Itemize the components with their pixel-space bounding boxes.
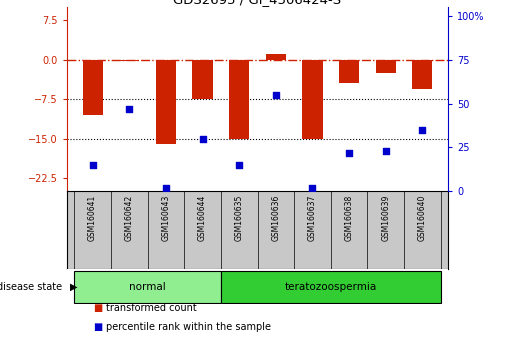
- Point: [125, 106, 133, 112]
- Bar: [156, 60, 176, 144]
- Bar: [339, 60, 359, 83]
- Text: GSM160635: GSM160635: [235, 195, 244, 241]
- Bar: [82, 60, 102, 115]
- Text: GSM160641: GSM160641: [88, 195, 97, 241]
- Bar: [413, 60, 433, 88]
- Text: GSM160638: GSM160638: [345, 195, 354, 241]
- Text: ■: ■: [93, 322, 102, 332]
- Point: [89, 162, 97, 168]
- Text: ■: ■: [93, 303, 102, 313]
- Bar: [266, 55, 286, 60]
- Bar: [302, 60, 322, 138]
- Bar: [193, 60, 213, 99]
- Text: GSM160636: GSM160636: [271, 195, 280, 241]
- Text: transformed count: transformed count: [106, 303, 196, 313]
- Point: [308, 185, 317, 190]
- Bar: [375, 60, 396, 73]
- Title: GDS2695 / GI_4506424-S: GDS2695 / GI_4506424-S: [174, 0, 341, 6]
- Text: normal: normal: [129, 282, 166, 292]
- Point: [235, 162, 243, 168]
- Text: GSM160644: GSM160644: [198, 195, 207, 241]
- Point: [382, 148, 390, 154]
- Text: percentile rank within the sample: percentile rank within the sample: [106, 322, 270, 332]
- Text: GSM160640: GSM160640: [418, 195, 427, 241]
- Point: [345, 150, 353, 155]
- Text: disease state: disease state: [0, 282, 62, 292]
- Bar: [229, 60, 249, 138]
- Text: GSM160637: GSM160637: [308, 195, 317, 241]
- Text: teratozoospermia: teratozoospermia: [285, 282, 377, 292]
- Text: GSM160639: GSM160639: [381, 195, 390, 241]
- Bar: [74, 271, 221, 303]
- Point: [418, 127, 426, 133]
- Point: [272, 92, 280, 98]
- Point: [198, 136, 207, 141]
- Text: GSM160643: GSM160643: [161, 195, 170, 241]
- Bar: [221, 271, 441, 303]
- Bar: [119, 60, 140, 61]
- Text: ▶: ▶: [70, 282, 77, 292]
- Point: [162, 185, 170, 190]
- Text: GSM160642: GSM160642: [125, 195, 134, 241]
